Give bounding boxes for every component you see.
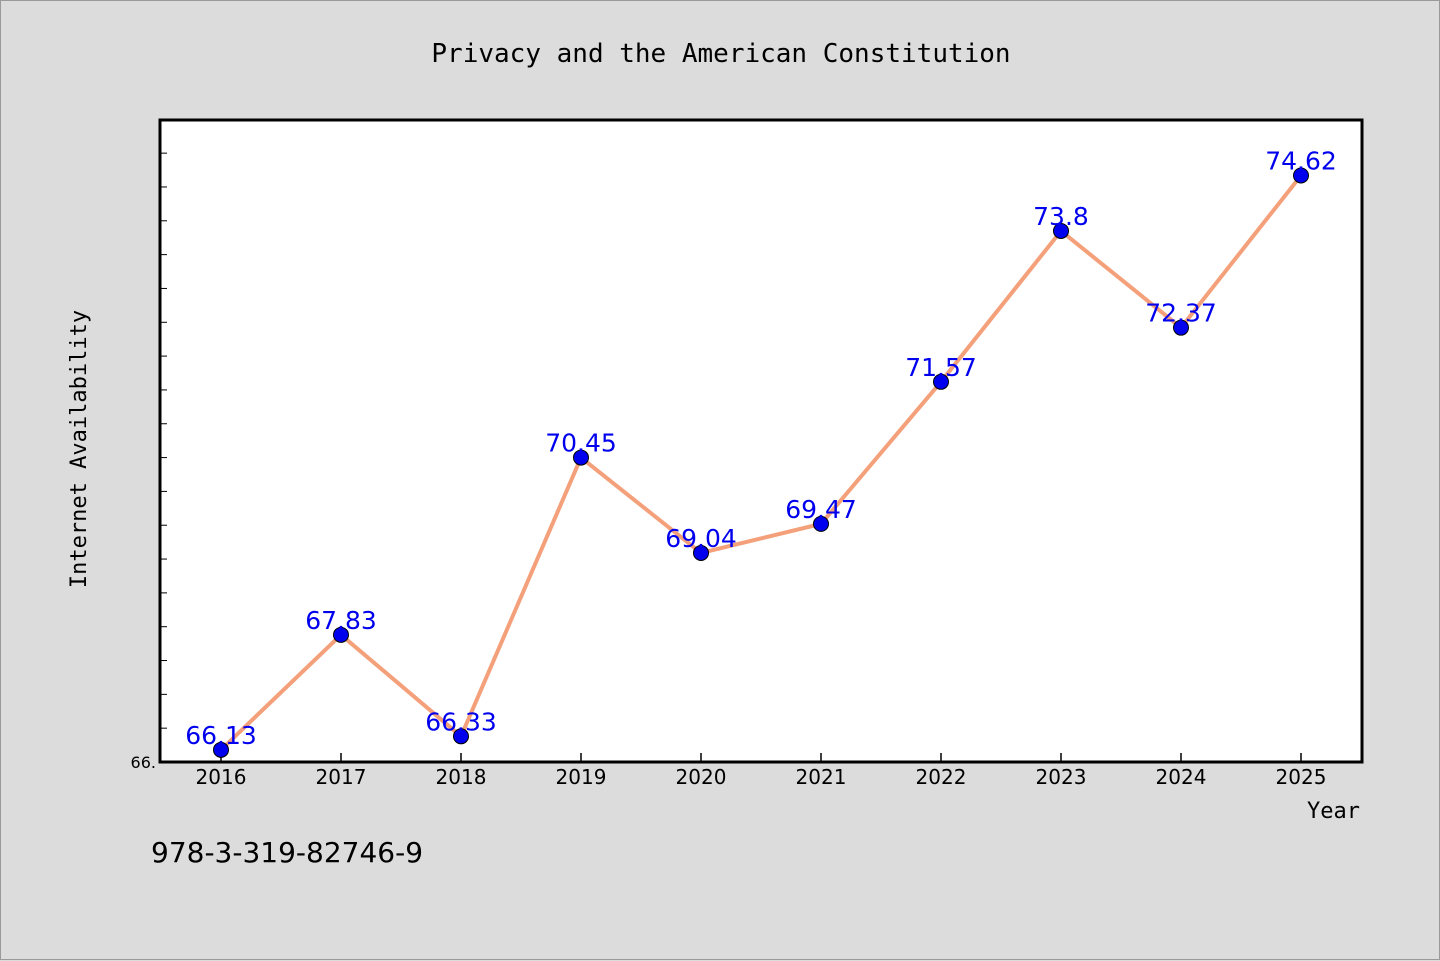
x-axis-ticks: 2016 2017 2018 2019 2020 2021 2022 2023 2024 2025 — [196, 753, 1327, 789]
data-label: 70.45 — [545, 429, 617, 458]
x-tick-label: 2019 — [556, 765, 607, 789]
data-point — [1053, 222, 1069, 239]
data-label: 66.13 — [185, 721, 257, 750]
x-tick-label: 2024 — [1156, 765, 1207, 789]
data-label: 66.33 — [425, 707, 497, 736]
data-label: 72.37 — [1145, 299, 1217, 328]
plot-area — [160, 120, 1362, 762]
data-point — [1293, 167, 1309, 184]
x-tick-label: 2017 — [316, 765, 367, 789]
x-tick-label: 2020 — [676, 765, 727, 789]
data-point — [573, 449, 589, 466]
data-point — [1173, 319, 1189, 336]
data-point — [693, 544, 709, 561]
x-axis-label: Year — [1307, 799, 1360, 824]
x-tick-label: 2025 — [1276, 765, 1327, 789]
y-axis-label: Internet Availability — [67, 310, 92, 588]
data-label: 67.83 — [305, 606, 377, 635]
isbn-footnote: 978-3-319-82746-9 — [151, 836, 424, 869]
x-tick-label: 2018 — [436, 765, 487, 789]
data-point — [333, 626, 349, 643]
x-tick-label: 2023 — [1036, 765, 1087, 789]
data-point — [933, 373, 949, 390]
series-layer — [213, 167, 1309, 758]
data-label: 71.57 — [905, 353, 977, 382]
data-label: 74.62 — [1265, 146, 1337, 175]
data-point — [213, 741, 229, 758]
x-tick-label: 2021 — [796, 765, 847, 789]
data-labels: 66.13 67.83 66.33 70.45 69.04 69.47 71.57 73.8 7… — [185, 146, 1337, 749]
x-tick-label: 2016 — [196, 765, 247, 789]
data-label: 69.47 — [785, 495, 857, 524]
data-label: 69.04 — [665, 524, 737, 553]
chart-title: Privacy and the American Constitution — [431, 39, 1010, 69]
plot-border — [158, 118, 1364, 764]
data-label: 73.8 — [1033, 202, 1089, 231]
y-tick-label: 66. — [131, 753, 156, 772]
x-tick-label: 2022 — [916, 765, 967, 789]
series-line — [219, 174, 1303, 752]
data-point — [813, 515, 829, 532]
data-point — [453, 728, 469, 745]
